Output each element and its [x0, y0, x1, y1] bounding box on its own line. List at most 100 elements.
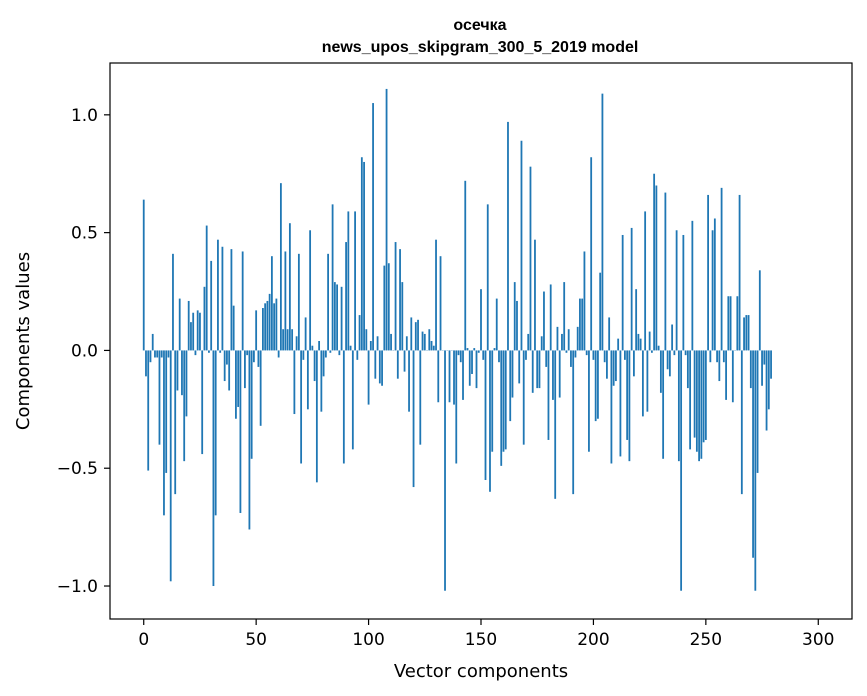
- bar: [480, 289, 482, 351]
- x-axis: 0 50 100 150 200 250 300: [138, 619, 834, 650]
- bar: [549, 284, 552, 351]
- bar: [199, 312, 201, 351]
- bar: [597, 350, 599, 419]
- bar: [142, 199, 145, 351]
- bar: [295, 336, 298, 351]
- bar: [345, 242, 347, 351]
- bar: [543, 291, 545, 351]
- bar: [239, 350, 242, 513]
- bar: [444, 350, 446, 591]
- bar: [579, 298, 581, 351]
- bar: [547, 350, 550, 440]
- bar: [761, 350, 763, 386]
- x-tick-label: 100: [352, 630, 384, 650]
- bar: [644, 211, 647, 351]
- bar: [673, 350, 676, 356]
- bar: [311, 345, 314, 351]
- bar: [592, 350, 595, 360]
- bar: [284, 251, 287, 351]
- bar: [176, 350, 179, 391]
- bar: [763, 350, 766, 365]
- bar: [563, 282, 566, 351]
- bar: [349, 345, 352, 351]
- bar: [477, 350, 480, 353]
- bar: [475, 350, 478, 389]
- bar: [637, 333, 640, 351]
- bar: [502, 350, 505, 452]
- bar: [228, 350, 231, 391]
- bar: [686, 350, 689, 389]
- bar: [536, 350, 539, 389]
- bar: [421, 331, 424, 351]
- bar: [545, 350, 548, 367]
- bar: [270, 256, 273, 351]
- bar: [572, 350, 575, 495]
- bar: [500, 350, 503, 466]
- bar: [484, 350, 487, 480]
- bar: [666, 350, 669, 370]
- bar: [552, 350, 554, 400]
- bar: [495, 298, 498, 351]
- bar: [257, 350, 260, 367]
- bar: [210, 260, 213, 351]
- bar: [718, 350, 721, 382]
- bar: [491, 350, 494, 452]
- bar: [749, 350, 752, 389]
- bar: [684, 350, 687, 356]
- bar: [414, 322, 417, 351]
- bar: [471, 350, 473, 374]
- bar: [338, 350, 341, 356]
- bar: [740, 350, 743, 495]
- bar: [731, 350, 734, 403]
- bar: [534, 239, 536, 351]
- bar: [540, 336, 543, 351]
- bar: [682, 234, 685, 351]
- bar: [599, 272, 602, 351]
- bar: [457, 350, 460, 356]
- bar: [583, 251, 586, 351]
- bar: [588, 350, 590, 452]
- bar: [468, 350, 471, 386]
- bar: [522, 350, 525, 445]
- y-axis-label: Components values: [13, 252, 34, 430]
- bar: [662, 350, 665, 459]
- bar: [747, 315, 750, 351]
- bar: [262, 308, 264, 351]
- bar: [767, 350, 770, 410]
- bar: [300, 350, 303, 464]
- bar: [722, 350, 725, 363]
- bar: [378, 350, 381, 384]
- bar: [570, 350, 572, 367]
- bar: [183, 350, 186, 462]
- bar: [626, 350, 629, 440]
- bar: [675, 230, 678, 351]
- bar: [482, 350, 485, 360]
- bar: [293, 350, 296, 415]
- bar: [365, 329, 368, 351]
- bar: [504, 350, 507, 450]
- bar: [601, 93, 604, 351]
- bar: [347, 211, 350, 351]
- bar: [525, 350, 527, 360]
- bar: [437, 350, 440, 403]
- bar: [297, 253, 300, 351]
- bar: [217, 239, 219, 351]
- bar: [331, 204, 334, 351]
- bar: [214, 350, 217, 516]
- bar: [466, 348, 469, 351]
- bar: [464, 180, 467, 351]
- bar: [306, 350, 309, 410]
- bar: [250, 350, 253, 459]
- bar: [745, 315, 748, 351]
- bar: [689, 350, 692, 450]
- bar: [255, 310, 258, 351]
- bar: [232, 305, 235, 351]
- bar: [356, 350, 359, 360]
- bar: [275, 298, 278, 351]
- bar: [358, 315, 361, 351]
- bar: [428, 329, 431, 351]
- bar: [145, 350, 147, 377]
- plot-frame: [109, 62, 853, 620]
- bar: [423, 333, 426, 351]
- bar: [430, 341, 433, 351]
